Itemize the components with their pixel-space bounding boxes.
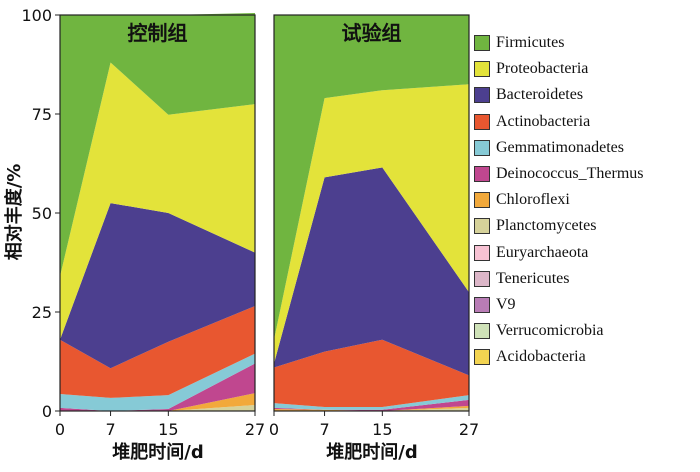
area-firmicutes bbox=[60, 13, 255, 277]
legend-swatch bbox=[474, 244, 490, 261]
y-tick-label: 100 bbox=[21, 6, 52, 25]
x-tick-label: 27 bbox=[459, 420, 479, 439]
x-tick-label: 7 bbox=[105, 420, 115, 439]
y-tick-label: 75 bbox=[32, 105, 52, 124]
legend-item: Gemmatimonadetes bbox=[474, 137, 624, 159]
legend-label: Firmicutes bbox=[496, 34, 565, 51]
legend-label: Tenericutes bbox=[496, 269, 570, 287]
legend-label: Chloroflexi bbox=[496, 191, 570, 209]
area-proteobacteria bbox=[60, 62, 255, 340]
x-axis-label-control: 堆肥时间/d bbox=[112, 441, 203, 463]
legend-swatch bbox=[474, 166, 490, 182]
panel-title: 试验组 bbox=[342, 21, 402, 45]
legend-label: Euryarchaeota bbox=[496, 243, 589, 261]
area-actinobacteria bbox=[274, 339, 469, 408]
area-deinococcus-thermus bbox=[274, 399, 469, 411]
area-actinobacteria bbox=[60, 306, 255, 398]
x-tick-label: 15 bbox=[158, 420, 178, 439]
legend-label: Planctomycetes bbox=[496, 217, 597, 235]
x-tick-label: 27 bbox=[245, 420, 265, 439]
legend-label: Proteobacteria bbox=[496, 60, 589, 78]
legend-swatch bbox=[474, 139, 490, 156]
y-tick-label: 0 bbox=[42, 402, 52, 421]
legend-swatch bbox=[474, 113, 490, 130]
panel-treatment bbox=[274, 15, 469, 411]
area-deinococcus-thermus bbox=[60, 363, 255, 411]
x-axis-label-treatment: 堆肥时间/d bbox=[326, 441, 417, 463]
legend-item: Deinococcus_Thermus bbox=[474, 163, 644, 185]
legend-item: Actinobacteria bbox=[474, 111, 590, 133]
area-bacteroidetes bbox=[60, 203, 255, 369]
area-proteobacteria bbox=[274, 84, 469, 364]
legend-swatch bbox=[474, 87, 490, 104]
legend-label: V9 bbox=[496, 296, 516, 313]
area-firmicutes bbox=[274, 15, 469, 340]
legend-label: Verrucomicrobia bbox=[496, 322, 604, 340]
area-gemmatimonadetes bbox=[60, 353, 255, 411]
area-chloroflexi bbox=[60, 393, 255, 411]
legend-swatch bbox=[474, 35, 490, 51]
legend-item: Firmicutes bbox=[474, 32, 564, 54]
panel-title: 控制组 bbox=[128, 21, 188, 45]
y-tick-label: 50 bbox=[32, 204, 52, 223]
area-planctomycetes bbox=[60, 405, 255, 411]
x-tick-label: 0 bbox=[55, 420, 65, 439]
legend-label: Bacteroidetes bbox=[496, 86, 584, 104]
legend-item: Bacteroidetes bbox=[474, 84, 583, 106]
legend-item: Verrucomicrobia bbox=[474, 320, 604, 342]
legend-item: Tenericutes bbox=[474, 268, 570, 290]
legend-item: V9 bbox=[474, 294, 516, 316]
legend-item: Chloroflexi bbox=[474, 189, 570, 211]
legend-item: Planctomycetes bbox=[474, 215, 596, 237]
legend-label: Acidobacteria bbox=[496, 348, 586, 366]
panel-frame bbox=[273, 14, 470, 412]
legend-label: Deinococcus_Thermus bbox=[496, 165, 644, 182]
x-tick-label: 15 bbox=[372, 420, 392, 439]
legend-label: Gemmatimonadetes bbox=[496, 138, 624, 156]
legend-swatch bbox=[474, 297, 490, 313]
x-tick-label: 0 bbox=[269, 420, 279, 439]
legend-swatch bbox=[474, 323, 490, 340]
legend-item: Euryarchaeota bbox=[474, 242, 588, 264]
legend-swatch bbox=[474, 61, 490, 78]
legend-item: Proteobacteria bbox=[474, 58, 588, 80]
legend-item: Acidobacteria bbox=[474, 346, 586, 368]
x-tick-label: 7 bbox=[319, 420, 329, 439]
panel-control bbox=[60, 13, 255, 411]
area-gemmatimonadetes bbox=[274, 395, 469, 410]
legend-swatch bbox=[474, 218, 490, 235]
y-tick-label: 25 bbox=[32, 303, 52, 322]
area-bacteroidetes bbox=[274, 167, 469, 376]
legend-swatch bbox=[474, 192, 490, 209]
area-planctomycetes bbox=[274, 407, 469, 411]
y-axis-label: 相对丰度/% bbox=[3, 164, 25, 261]
legend-label: Actinobacteria bbox=[496, 112, 591, 130]
legend-swatch bbox=[474, 270, 490, 287]
legend-swatch bbox=[474, 349, 490, 366]
